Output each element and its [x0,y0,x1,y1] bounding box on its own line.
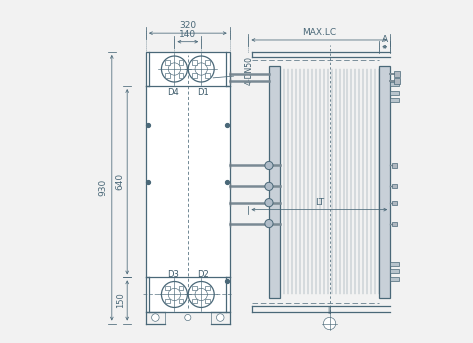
Bar [379,66,390,298]
Bar [394,71,400,77]
Bar [392,163,397,167]
Circle shape [152,314,159,321]
Circle shape [265,220,273,228]
Text: D3: D3 [167,270,179,279]
Bar [205,299,210,304]
Bar [394,78,400,84]
Text: D4: D4 [167,88,179,97]
Text: 930: 930 [99,179,108,196]
Bar [390,277,399,281]
Text: 150: 150 [116,293,125,308]
Text: D1: D1 [197,88,209,97]
Text: 4-DN50: 4-DN50 [245,56,254,85]
Bar [205,73,210,78]
Text: 140: 140 [179,30,196,39]
Bar [179,285,184,290]
Bar [390,269,399,273]
Text: LT: LT [315,198,324,206]
Text: MAX.LC: MAX.LC [302,28,336,37]
Text: 320: 320 [179,21,196,30]
Bar [192,60,197,65]
Bar [192,73,197,78]
Circle shape [265,162,273,169]
Circle shape [161,282,187,307]
Circle shape [161,56,187,82]
Bar [390,262,399,266]
Circle shape [168,288,181,300]
Circle shape [217,314,224,321]
Circle shape [188,282,214,307]
Circle shape [168,63,181,75]
Bar [192,299,197,304]
Circle shape [188,56,214,82]
Text: A: A [382,35,388,44]
Bar [269,66,280,298]
Circle shape [265,199,273,207]
Circle shape [195,63,207,75]
Circle shape [185,315,191,321]
Bar [166,285,170,290]
Text: II: II [327,307,332,316]
Bar [166,60,170,65]
Bar [205,60,210,65]
Bar [166,299,170,304]
Bar [146,52,230,311]
Bar [392,222,397,226]
Bar [205,285,210,290]
Bar [192,285,197,290]
Bar [390,91,399,95]
Text: D2: D2 [197,270,209,279]
Bar [179,299,184,304]
Circle shape [265,182,273,190]
Bar [179,73,184,78]
Bar [392,201,397,205]
Bar [390,82,399,86]
Circle shape [324,317,336,330]
Bar [390,98,399,102]
Circle shape [195,288,207,300]
Bar [392,184,397,188]
Text: 640: 640 [116,173,125,190]
Bar [166,73,170,78]
Bar [179,60,184,65]
